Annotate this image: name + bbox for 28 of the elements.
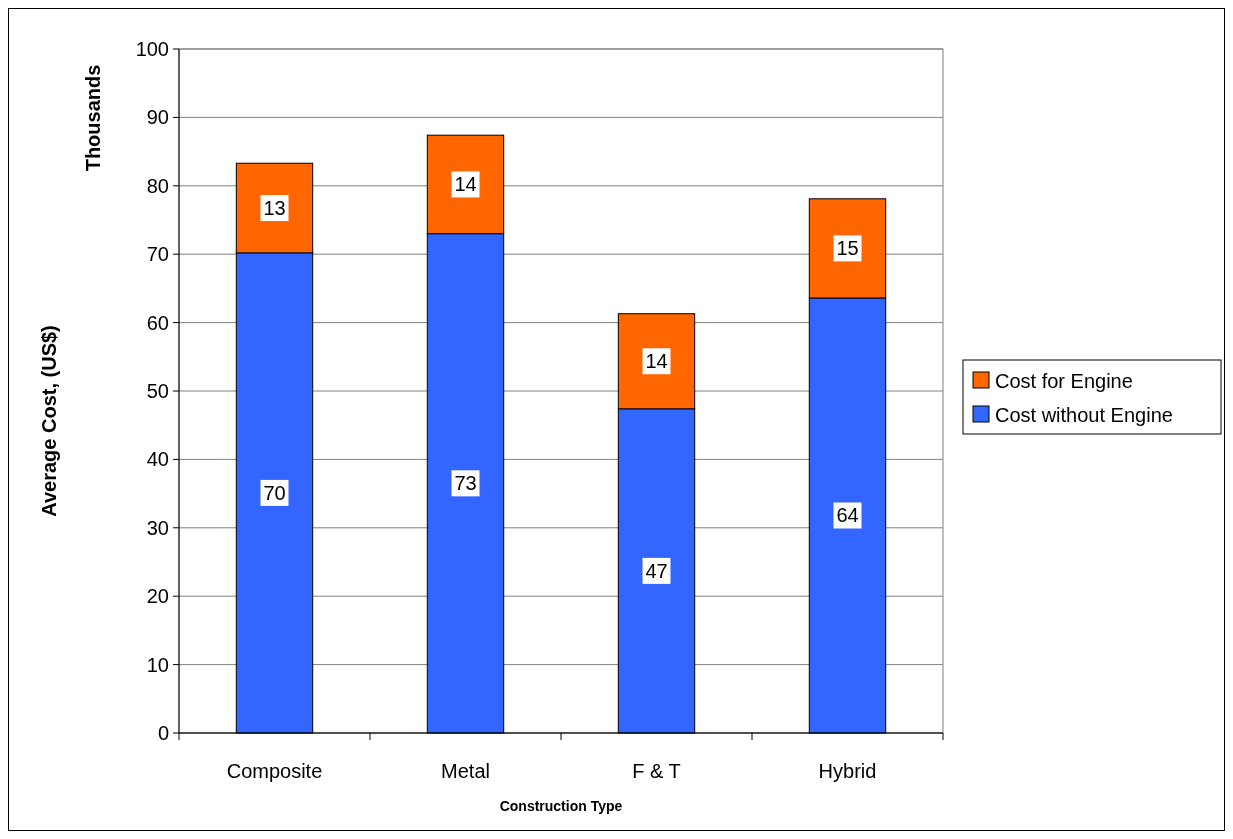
x-axis-title: Construction Type xyxy=(499,798,623,814)
data-label: 14 xyxy=(454,173,477,196)
y-axis-title: Average Cost, (US$) xyxy=(38,325,60,517)
x-tick-label: Composite xyxy=(226,760,323,782)
x-tick-label: Metal xyxy=(441,760,490,782)
data-label: 70 xyxy=(263,481,286,504)
y-tick-label: 0 xyxy=(157,722,169,744)
y-tick-label: 90 xyxy=(146,106,169,129)
data-label: 73 xyxy=(454,472,477,495)
y-tick-label: 80 xyxy=(146,174,169,197)
text: Thousands xyxy=(82,64,104,172)
legend-label: Cost for Engine xyxy=(995,370,1133,392)
data-label: 13 xyxy=(263,197,286,220)
y-tick-label: 100 xyxy=(135,38,169,60)
data-label: 14 xyxy=(645,350,668,373)
x-tick-label: F & T xyxy=(632,760,681,782)
x-tick-label: Hybrid xyxy=(818,760,877,782)
y-tick-label: 50 xyxy=(146,380,169,402)
y-tick-label: 20 xyxy=(146,585,169,608)
data-label: 15 xyxy=(836,237,859,260)
y-tick-label: 60 xyxy=(146,311,169,334)
y-tick-label: 10 xyxy=(146,653,169,676)
y-tick-label: 70 xyxy=(146,243,169,266)
data-label: 47 xyxy=(645,559,668,582)
y-tick-label: 40 xyxy=(146,448,169,471)
legend-label: Cost without Engine xyxy=(995,404,1173,426)
y-tick-label: 30 xyxy=(146,516,169,539)
data-label: 64 xyxy=(836,504,859,527)
